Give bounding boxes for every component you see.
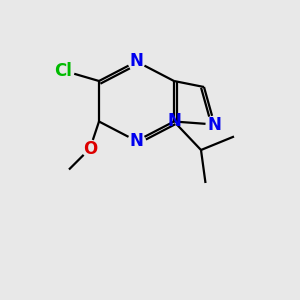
Text: N: N — [130, 52, 143, 70]
Text: Cl: Cl — [54, 61, 72, 80]
Text: N: N — [167, 112, 181, 130]
Text: N: N — [208, 116, 221, 134]
Text: N: N — [130, 132, 143, 150]
Text: O: O — [83, 140, 97, 158]
